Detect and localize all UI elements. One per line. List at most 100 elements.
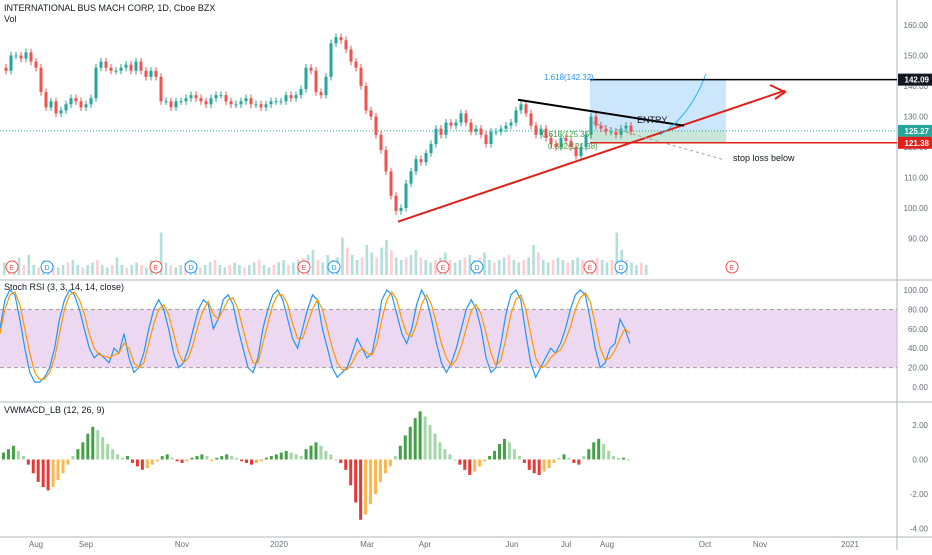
earnings-event-label: E (441, 265, 446, 272)
macd-hist-bar (359, 459, 363, 520)
earnings-event-marker (149, 260, 163, 274)
price-tick-label: 100.00 (904, 204, 929, 213)
volume-bar (630, 262, 633, 275)
time-tick-label: Oct (699, 540, 712, 549)
volume-bar (105, 267, 109, 275)
candle-body (44, 92, 48, 108)
volume-bar (522, 260, 525, 275)
time-tick-label: Mar (360, 540, 374, 549)
candle-body (119, 67, 123, 71)
candle-body (164, 101, 168, 103)
macd-hist-bar (567, 457, 571, 460)
macd-hist-bar (250, 459, 253, 465)
macd-hist-bar (626, 459, 630, 461)
volume-bar (566, 262, 570, 275)
fib-1618-label: 1.618(142.32) (544, 73, 594, 82)
price-tick-label: 130.00 (904, 113, 929, 122)
volume-bar (326, 255, 329, 275)
volume-bar (169, 265, 173, 275)
rsi-tick-label: 100.00 (904, 286, 929, 295)
rsi-band (0, 309, 897, 368)
volume-bar (140, 265, 143, 275)
candle-body (334, 37, 338, 44)
dividend-event-label: D (188, 265, 193, 272)
candle-body (469, 122, 473, 132)
volume-bar (228, 265, 231, 275)
price-tick-label: 150.00 (904, 52, 929, 61)
volume-bar (179, 265, 182, 275)
volume-bar (576, 257, 579, 275)
volume-bar (22, 265, 26, 275)
candle-body (379, 134, 383, 151)
candle-body (104, 61, 108, 68)
candle-body (209, 98, 213, 105)
earnings-event-label: E (730, 265, 735, 272)
macd-hist-bar (612, 456, 616, 460)
candle-body (259, 104, 263, 108)
candle-body (314, 70, 318, 93)
volume-bar (110, 265, 114, 275)
macd-hist-bar (542, 459, 546, 472)
macd-hist-bar (537, 459, 541, 475)
rsi-tick-label: 0.00 (912, 383, 928, 392)
macd-hist-bar (562, 454, 566, 460)
volume-bar (233, 262, 236, 275)
volume-bar (66, 262, 70, 275)
rsi-d-line (0, 290, 631, 380)
volume-bar (635, 265, 638, 275)
candle-body (129, 64, 133, 71)
macd-hist-bar (393, 456, 397, 460)
macd-hist-bar (16, 450, 20, 460)
candle-body (214, 95, 218, 99)
candle-body (204, 101, 208, 105)
macd-hist-bar (502, 438, 506, 460)
macd-hist-bar (160, 456, 164, 460)
volume-bar (130, 265, 133, 275)
macd-hist-bar (324, 450, 328, 460)
candle-body (389, 171, 393, 196)
volume-bar (409, 255, 413, 275)
macd-hist-bar (279, 452, 283, 460)
volume-bar (355, 260, 359, 275)
macd-hist-bar (111, 449, 115, 460)
candle-body (304, 67, 308, 90)
macd-hist-bar (294, 454, 298, 460)
volume-bar (37, 267, 40, 275)
entry-label: ENTRY (637, 115, 667, 125)
macd-tick-label: -2.00 (910, 490, 929, 499)
macd-hist-bar (398, 445, 402, 460)
macd-hist-bar (532, 459, 536, 474)
macd-hist-bar (577, 459, 581, 465)
macd-hist-bar (597, 438, 601, 460)
vwmacd-title: VWMACD_LB (12, 26, 9) (4, 405, 105, 415)
volume-bar (571, 260, 574, 275)
candle-body (529, 113, 533, 126)
macd-hist-bar (41, 459, 45, 488)
macd-hist-bar (6, 449, 10, 460)
macd-hist-bar (259, 459, 263, 462)
candle-body (579, 147, 583, 157)
macd-hist-bar (463, 459, 467, 470)
volume-bar (218, 265, 222, 275)
candle-body (329, 43, 333, 77)
candle-body (264, 104, 268, 108)
macd-hist-bar (339, 459, 343, 463)
volume-bar (223, 267, 227, 275)
rsi-tick-label: 20.00 (908, 364, 929, 373)
candle-body (244, 98, 248, 102)
time-tick-label: Aug (29, 540, 43, 549)
macd-hist-bar (96, 430, 100, 460)
macd-hist-bar (195, 456, 199, 460)
macd-hist-bar (388, 459, 392, 467)
volume-bar (390, 250, 393, 275)
candle-body (159, 76, 163, 102)
time-tick-label: Aug (600, 540, 614, 549)
macd-hist-bar (587, 449, 591, 460)
volume-bar (448, 260, 452, 275)
candle-body (34, 61, 38, 68)
time-tick-label: 2020 (270, 540, 288, 549)
volume-bar (341, 237, 344, 275)
time-tick-label: Apr (419, 540, 432, 549)
